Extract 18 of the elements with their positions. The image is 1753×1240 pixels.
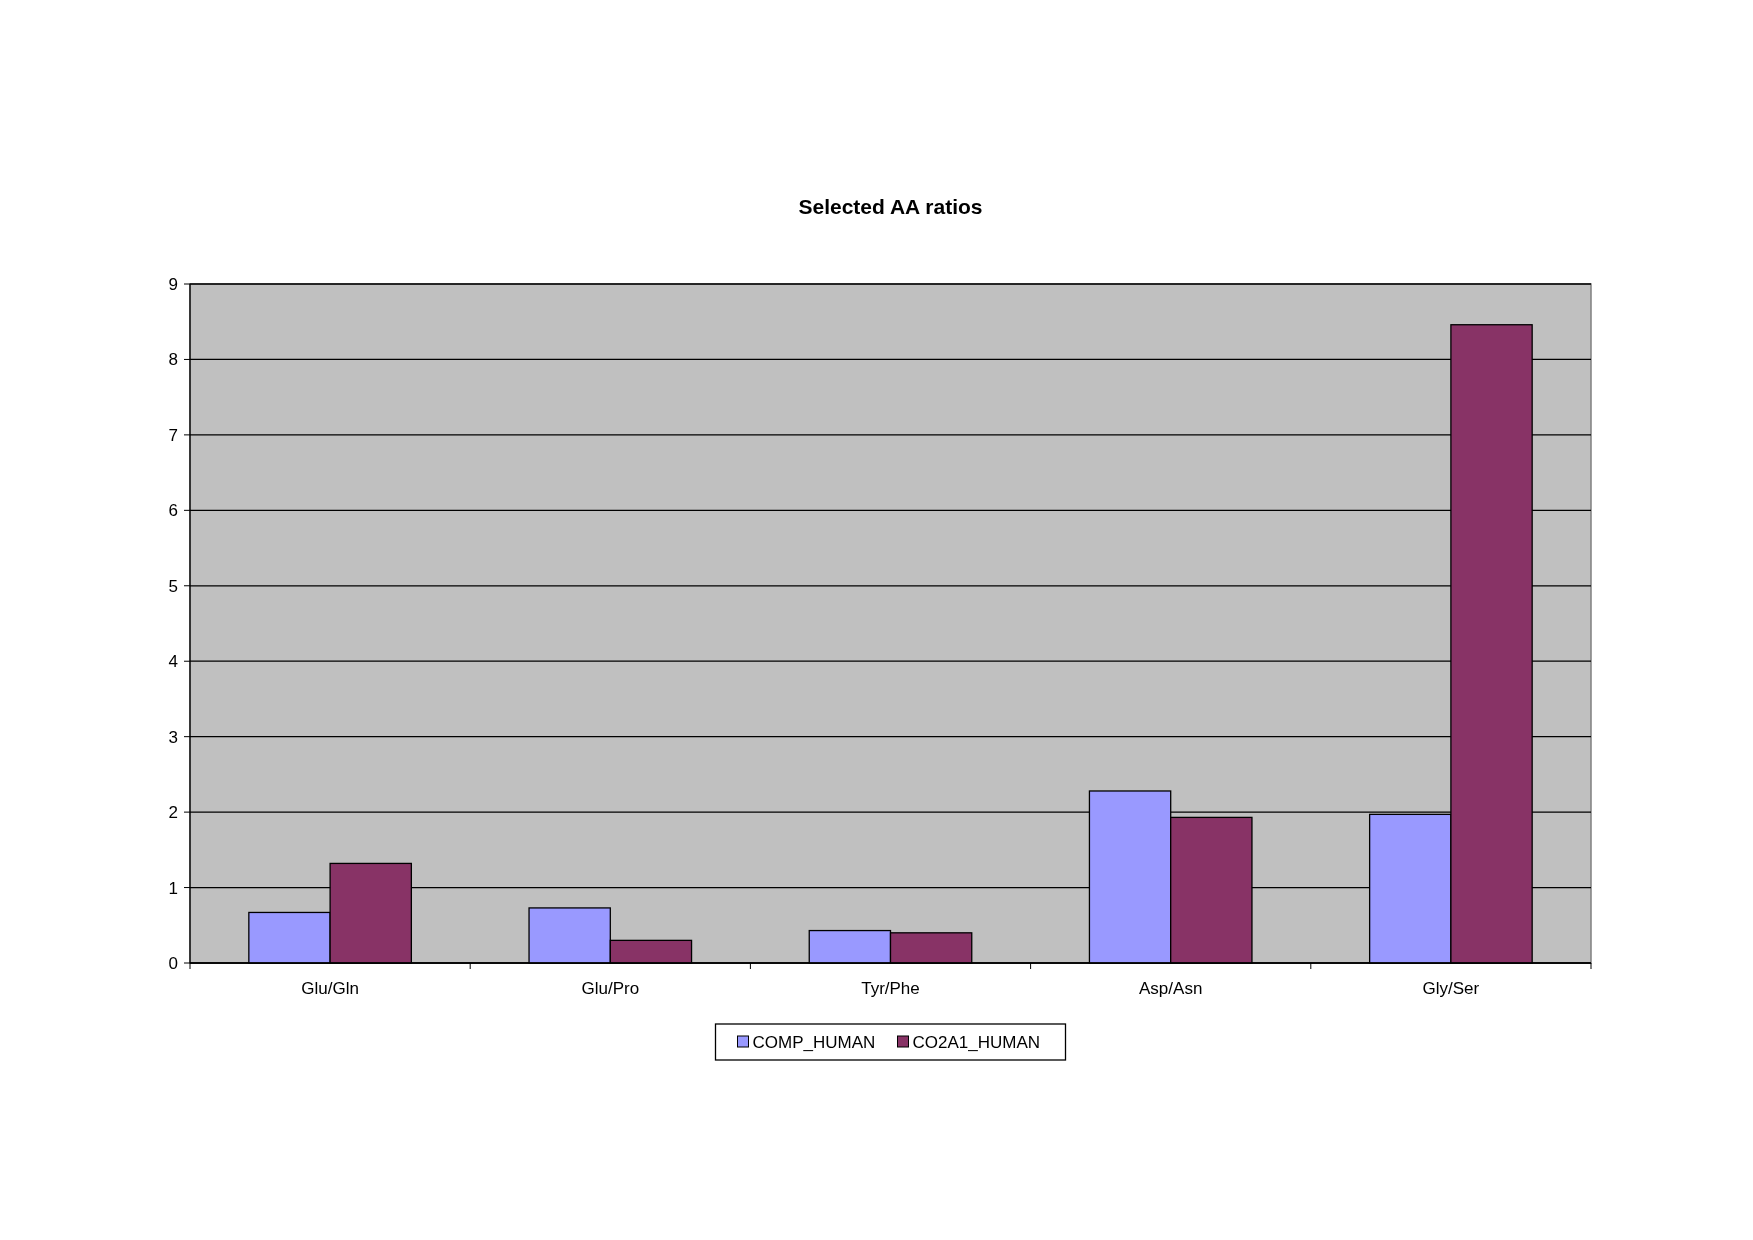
- y-tick-label: 1: [168, 878, 178, 898]
- x-tick-label: Glu/Gln: [301, 979, 359, 998]
- x-tick-label: Tyr/Phe: [861, 979, 920, 998]
- chart-title: Selected AA ratios: [798, 195, 983, 218]
- y-tick-label: 9: [168, 274, 178, 294]
- y-tick-label: 6: [168, 501, 178, 521]
- y-tick-label: 8: [168, 350, 178, 370]
- legend-label: CO2A1_HUMAN: [912, 1032, 1041, 1052]
- y-tick-label: 4: [168, 652, 178, 672]
- y-tick-label: 2: [168, 803, 178, 823]
- y-tick-label: 0: [168, 953, 178, 973]
- x-tick-label: Gly/Ser: [1422, 979, 1480, 998]
- x-tick-label: Asp/Asn: [1139, 979, 1203, 998]
- x-tick-label: Glu/Pro: [581, 979, 640, 998]
- y-tick-label: 7: [168, 425, 178, 445]
- y-tick-label: 5: [168, 576, 178, 596]
- legend-label: COMP_HUMAN: [752, 1032, 876, 1052]
- y-tick-label: 3: [168, 727, 178, 747]
